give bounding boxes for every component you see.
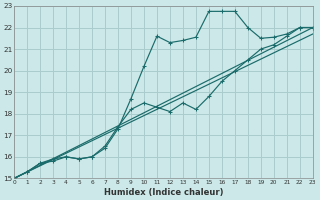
X-axis label: Humidex (Indice chaleur): Humidex (Indice chaleur) [104, 188, 223, 197]
